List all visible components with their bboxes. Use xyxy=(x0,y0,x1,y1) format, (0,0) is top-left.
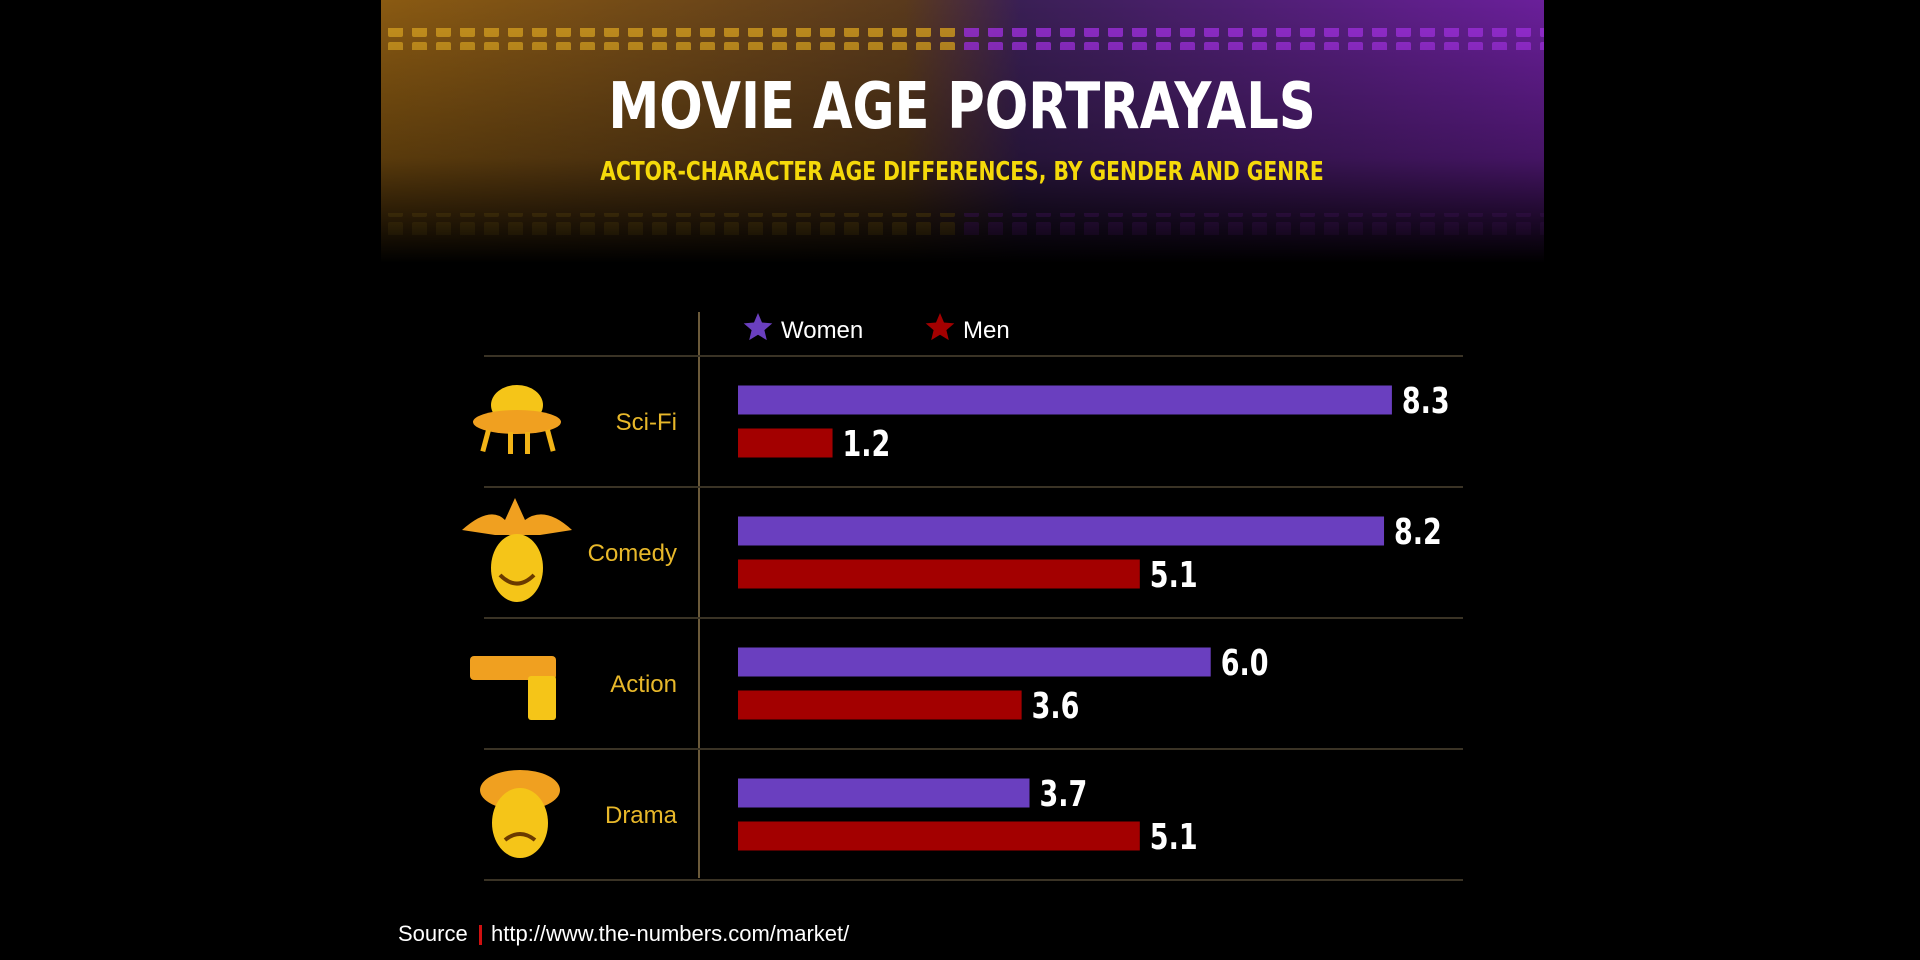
category-label: Comedy xyxy=(588,540,677,567)
value-label: 3.7 xyxy=(1040,772,1088,815)
bar xyxy=(738,559,1140,589)
legend-marker xyxy=(743,313,773,341)
chart-title: MOVIE AGE PORTRAYALS xyxy=(608,68,1315,143)
banner xyxy=(381,0,1544,263)
chart-subtitle: ACTOR-CHARACTER AGE DIFFERENCES, BY GEND… xyxy=(600,157,1323,187)
value-label: 8.3 xyxy=(1402,379,1450,422)
legend-marker xyxy=(925,313,955,341)
icons xyxy=(462,385,572,858)
source: Source http://www.the-numbers.com/market… xyxy=(398,921,850,946)
value-label: 6.0 xyxy=(1221,641,1269,684)
bar xyxy=(738,821,1140,851)
value-label: 1.2 xyxy=(843,422,891,465)
source-url: http://www.the-numbers.com/market/ xyxy=(491,921,850,946)
bar xyxy=(738,778,1030,808)
bar xyxy=(738,428,833,458)
bar xyxy=(738,385,1392,415)
value-label: 5.1 xyxy=(1150,815,1198,858)
category-label: Action xyxy=(610,671,677,698)
value-label: 5.1 xyxy=(1150,553,1198,596)
category-label: Drama xyxy=(605,802,678,829)
bar xyxy=(738,690,1022,720)
category-label: Sci-Fi xyxy=(616,409,677,436)
value-label: 8.2 xyxy=(1394,510,1442,553)
legend-label: Women xyxy=(781,317,863,344)
bar xyxy=(738,516,1385,546)
value-label: 3.6 xyxy=(1032,684,1080,727)
bar xyxy=(738,647,1211,677)
source-label: Source xyxy=(398,921,468,946)
legend-label: Men xyxy=(963,317,1010,344)
